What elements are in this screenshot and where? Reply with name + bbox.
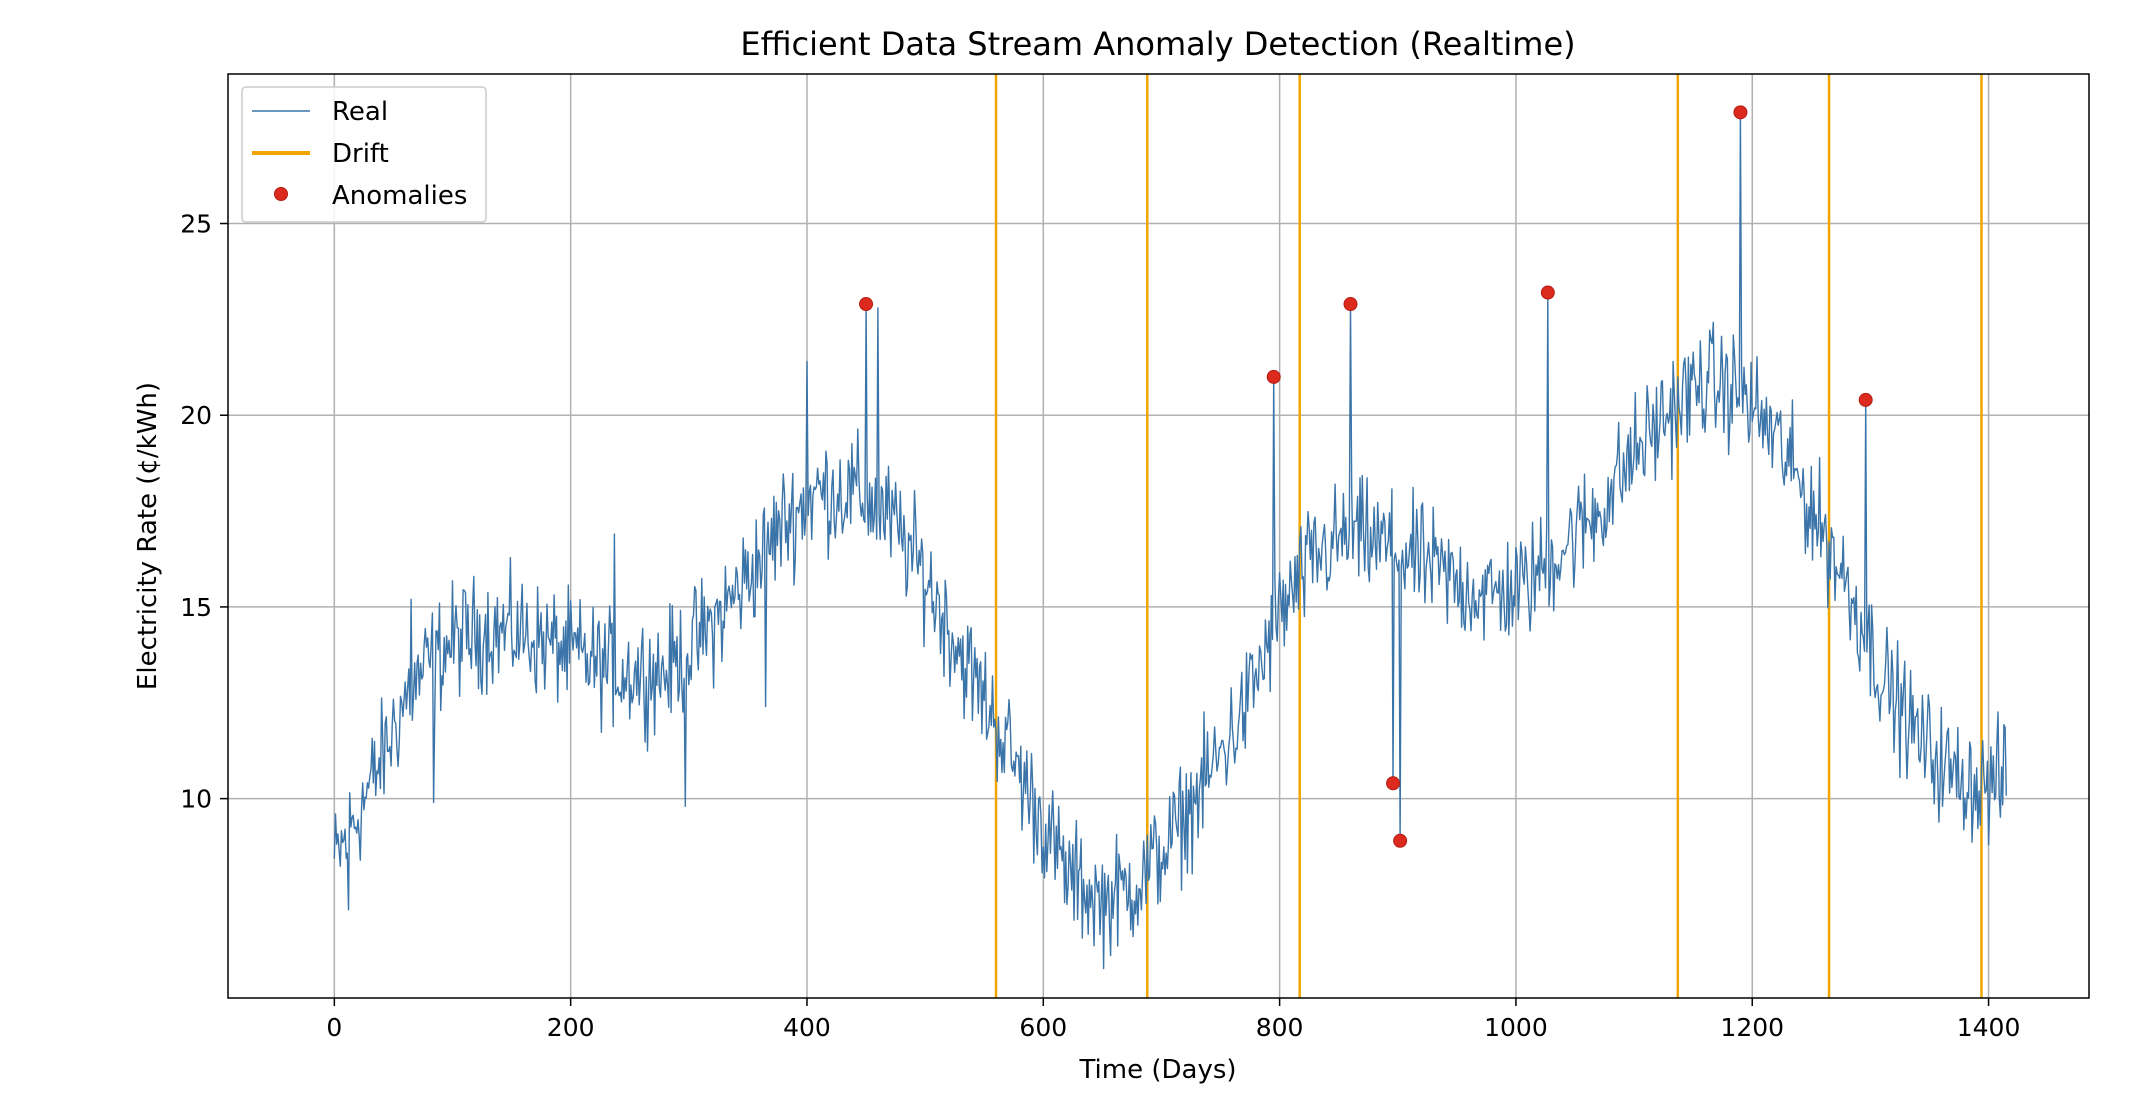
anomaly-marker: [1858, 392, 1873, 407]
real-series-line: [333, 111, 2007, 970]
x-tick-label: 0: [326, 1013, 342, 1042]
x-tick-label: 400: [783, 1013, 831, 1042]
legend-box: [241, 86, 487, 223]
anomaly-marker: [1386, 776, 1401, 791]
anomaly-marker: [1266, 369, 1281, 384]
y-tick-label: 15: [180, 593, 212, 622]
axis-layer: 0 200 400 600 800 1000 1200 1400 10 15 20 25: [180, 210, 2020, 1042]
x-tick-label: 1200: [1720, 1013, 1784, 1042]
plot-frame: [227, 73, 2090, 999]
anomaly-marker: [859, 297, 874, 312]
x-tick-label: 1000: [1484, 1013, 1548, 1042]
y-tick-label: 25: [180, 210, 212, 239]
x-tick-label: 600: [1019, 1013, 1067, 1042]
anomaly-marker: [1733, 105, 1748, 120]
series-layer: [333, 111, 2007, 970]
legend-real-label: Real: [332, 97, 388, 127]
x-tick-label: 800: [1256, 1013, 1304, 1042]
y-tick-label: 10: [180, 785, 212, 814]
legend-anomaly-swatch: [274, 187, 288, 201]
chart-title: Efficient Data Stream Anomaly Detection …: [740, 25, 1575, 63]
y-tick-label: 20: [180, 401, 212, 430]
x-axis-label: Time (Days): [1078, 1055, 1236, 1085]
y-axis-label: Electricity Rate (¢/kWh): [133, 382, 163, 690]
legend-anomaly-label: Anomalies: [332, 181, 467, 211]
anomaly-marker: [1393, 833, 1408, 848]
anomaly-layer: [859, 105, 1873, 848]
x-tick-label: 1400: [1957, 1013, 2021, 1042]
legend-drift-label: Drift: [332, 139, 389, 169]
anomaly-marker: [1343, 297, 1358, 312]
anomaly-marker: [1540, 285, 1555, 300]
x-tick-label: 200: [547, 1013, 595, 1042]
legend: Real Drift Anomalies: [241, 86, 487, 223]
grid-layer: [228, 74, 2089, 998]
